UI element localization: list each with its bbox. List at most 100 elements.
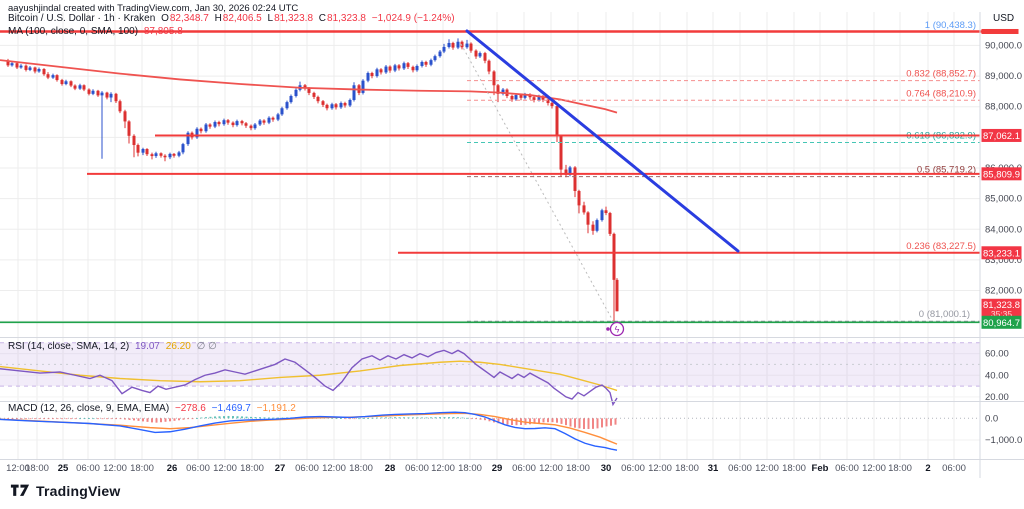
- svg-text:18:00: 18:00: [566, 463, 590, 474]
- attribution-text: aayushjindal created with TradingView.co…: [8, 3, 299, 14]
- svg-text:35:35: 35:35: [991, 309, 1013, 319]
- ohlc-close-value: 81,323.8: [327, 13, 366, 24]
- fib-levels: 1 (90,438.3) 0.832 (88,852.7) 0.764 (88,21…: [467, 20, 980, 322]
- rsi-extra-values: ∅ ∅: [196, 341, 217, 352]
- svg-text:2: 2: [925, 463, 930, 474]
- tradingview-logo-icon: [10, 484, 30, 496]
- svg-text:83,233.1: 83,233.1: [983, 248, 1020, 259]
- svg-text:29: 29: [492, 463, 503, 474]
- price-axis-currency-label: USD: [993, 13, 1015, 24]
- macd-line-value: −1,469.7: [211, 403, 251, 414]
- svg-text:84,000.0: 84,000.0: [985, 224, 1022, 235]
- fib-label-0.764: 0.764 (88,210.9): [906, 88, 976, 99]
- svg-text:06:00: 06:00: [835, 463, 859, 474]
- svg-text:25: 25: [58, 463, 69, 474]
- svg-text:12:00: 12:00: [755, 463, 779, 474]
- rsi-band: [0, 342, 980, 387]
- svg-text:18:00: 18:00: [130, 463, 154, 474]
- svg-text:18:00: 18:00: [25, 463, 49, 474]
- svg-text:12:00: 12:00: [103, 463, 127, 474]
- svg-text:12:00: 12:00: [648, 463, 672, 474]
- svg-text:27: 27: [275, 463, 286, 474]
- fib-label-0.5: 0.5 (85,719.2): [917, 165, 976, 176]
- svg-text:81,323.8: 81,323.8: [983, 300, 1020, 311]
- svg-text:06:00: 06:00: [512, 463, 536, 474]
- ohlc-close-label: C: [318, 13, 327, 24]
- svg-text:06:00: 06:00: [405, 463, 429, 474]
- tradingview-logo-text: TradingView: [36, 482, 121, 499]
- rsi-value: 19.07: [134, 341, 160, 352]
- svg-text:−1,000.0: −1,000.0: [985, 435, 1022, 446]
- svg-text:12:00: 12:00: [431, 463, 455, 474]
- svg-text:82,000.0: 82,000.0: [985, 286, 1022, 297]
- symbol-legend[interactable]: Bitcoin / U.S. Dollar · 1h · Kraken O82,…: [8, 13, 458, 24]
- svg-text:20.00: 20.00: [985, 392, 1009, 403]
- rsi-ma-value: 26.20: [165, 341, 191, 352]
- tradingview-logo[interactable]: TradingView: [10, 482, 120, 499]
- svg-text:12:00: 12:00: [6, 463, 30, 474]
- ma100-line: [0, 59, 618, 114]
- ma-legend-label: MA (100, close, 0, SMA, 100): [8, 25, 139, 37]
- svg-text:18:00: 18:00: [675, 463, 699, 474]
- svg-text:60.00: 60.00: [985, 349, 1009, 360]
- svg-text:06:00: 06:00: [728, 463, 752, 474]
- svg-text:06:00: 06:00: [186, 463, 210, 474]
- ma-legend-value: 87,805.8: [143, 25, 183, 37]
- price-axis-badges: 87,062.1 85,809.9 83,233.1 81,323.835:3580,…: [981, 128, 1022, 329]
- svg-text:80,964.7: 80,964.7: [983, 318, 1020, 329]
- svg-text:30: 30: [601, 463, 612, 474]
- ohlc-low-label: L: [267, 13, 274, 24]
- svg-text:89,000.0: 89,000.0: [985, 71, 1022, 82]
- macd-legend-label: MACD (12, 26, close, 9, EMA, EMA): [8, 403, 170, 414]
- macd-signal-value: −1,191.2: [256, 403, 296, 414]
- fib-label-0: 0 (81,000.1): [919, 309, 970, 320]
- svg-text:0.0: 0.0: [985, 413, 998, 424]
- lightning-marker-icon: ϟ: [606, 321, 625, 337]
- ohlc-high-value: 82,406.5: [222, 13, 262, 24]
- svg-text:ϟ: ϟ: [615, 325, 620, 335]
- symbol-title: Bitcoin / U.S. Dollar · 1h · Kraken: [8, 13, 156, 24]
- trendline: [465, 29, 740, 253]
- ohlc-low-value: 81,323.8: [274, 13, 314, 24]
- svg-text:18:00: 18:00: [782, 463, 806, 474]
- fib-connector: [460, 43, 614, 322]
- ma-legend[interactable]: MA (100, close, 0, SMA, 100) 87,805.8: [8, 26, 186, 37]
- svg-text:85,000.0: 85,000.0: [985, 194, 1022, 205]
- svg-text:12:00: 12:00: [539, 463, 563, 474]
- svg-text:28: 28: [385, 463, 396, 474]
- svg-text:83,000.0: 83,000.0: [985, 255, 1022, 266]
- svg-text:06:00: 06:00: [942, 463, 966, 474]
- macd-legend[interactable]: MACD (12, 26, close, 9, EMA, EMA) −278.6…: [8, 403, 299, 414]
- svg-text:06:00: 06:00: [295, 463, 319, 474]
- svg-text:18:00: 18:00: [240, 463, 264, 474]
- svg-text:06:00: 06:00: [76, 463, 100, 474]
- macd-histogram: [0, 415, 980, 430]
- svg-text:31: 31: [708, 463, 719, 474]
- macd-lines: [0, 411, 618, 451]
- fib-label-1: 1 (90,438.3): [925, 20, 976, 31]
- svg-text:18:00: 18:00: [458, 463, 482, 474]
- ohlc-open-value: 82,348.7: [169, 13, 209, 24]
- pane-separators: [0, 12, 1024, 478]
- macd-hist-value: −278.6: [174, 403, 206, 414]
- svg-text:85,809.9: 85,809.9: [983, 169, 1020, 180]
- rsi-plots: [0, 349, 618, 407]
- fib-label-0.832: 0.832 (88,852.7): [906, 69, 976, 80]
- horizontal-lines: [0, 28, 1019, 324]
- candles: [6, 38, 619, 322]
- ohlc-open-label: O: [161, 13, 169, 24]
- svg-text:88,000.0: 88,000.0: [985, 102, 1022, 113]
- chart-canvas[interactable]: 1 (90,438.3) 0.832 (88,852.7) 0.764 (88,21…: [0, 0, 1024, 478]
- ohlc-high-label: H: [214, 13, 222, 24]
- svg-text:Feb: Feb: [812, 463, 829, 474]
- price-axis-labels[interactable]: 90,000.089,000.088,000.086,000.085,000.0…: [985, 40, 1022, 446]
- svg-text:40.00: 40.00: [985, 370, 1009, 381]
- change-value: −1,024.9 (−1.24%): [371, 13, 455, 24]
- rsi-legend[interactable]: RSI (14, close, SMA, 14, 2) 19.07 26.20 …: [8, 341, 220, 352]
- svg-text:12:00: 12:00: [322, 463, 346, 474]
- svg-text:90,000.0: 90,000.0: [985, 40, 1022, 51]
- svg-text:18:00: 18:00: [349, 463, 373, 474]
- svg-text:12:00: 12:00: [213, 463, 237, 474]
